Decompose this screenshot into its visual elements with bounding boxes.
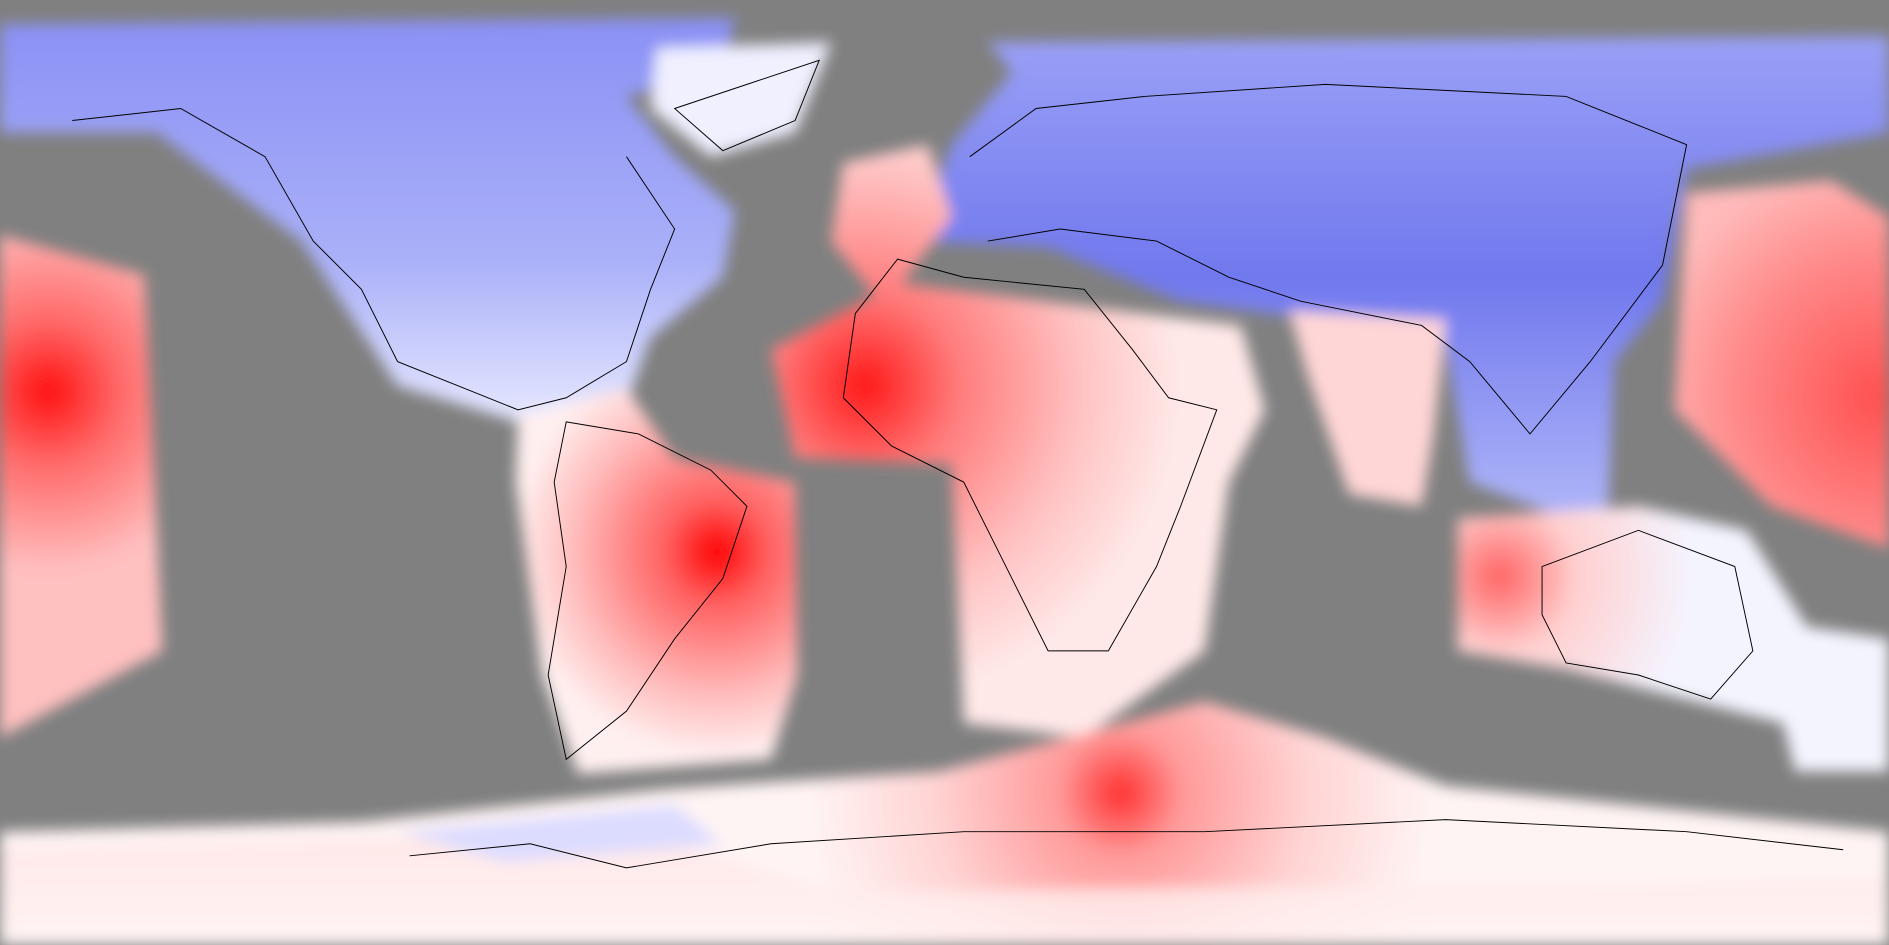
africa-field — [771, 283, 1265, 738]
coast-australia — [1541, 529, 1754, 700]
australia-field — [1457, 506, 1889, 772]
west-antarctica-field — [397, 805, 723, 862]
south-america-field — [515, 388, 798, 774]
eurasia-field — [915, 36, 1889, 519]
coast-eurasia — [969, 83, 1688, 435]
coastlines — [72, 59, 1844, 869]
coast-south-america — [547, 421, 748, 761]
india-field — [1289, 310, 1446, 507]
west-pacific-field — [0, 235, 163, 738]
coast-africa — [842, 258, 1218, 652]
coast-greenland — [673, 59, 821, 152]
coast-north-america — [72, 107, 676, 411]
east-pacific-field — [1674, 180, 1889, 549]
polar-field — [0, 831, 1889, 945]
north-america-field — [0, 18, 735, 422]
coast-antarctica — [409, 819, 1844, 869]
